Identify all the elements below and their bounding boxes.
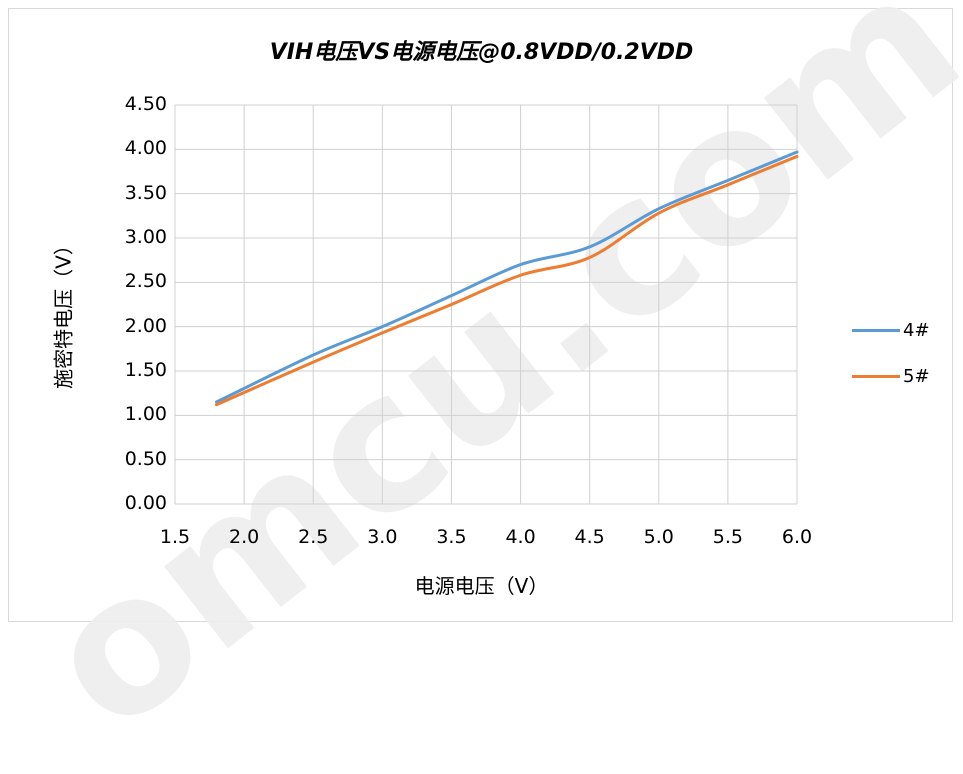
legend-item-4: 4# <box>852 318 930 342</box>
series-line-5 <box>214 154 799 407</box>
y-tick-label: 1.00 <box>124 403 167 426</box>
y-tick-label: 2.00 <box>124 314 167 337</box>
y-tick-label: 0.00 <box>124 492 167 514</box>
x-tick-label: 5.5 <box>712 526 743 548</box>
y-tick-label: 0.50 <box>124 447 167 470</box>
y-tick-label: 3.50 <box>124 181 167 204</box>
y-tick-label: 1.50 <box>124 359 167 381</box>
y-tick-label: 4.00 <box>124 137 167 160</box>
grid-lines <box>174 104 798 505</box>
series-lines <box>214 150 799 407</box>
chart-frame <box>8 8 953 622</box>
series-line-4 <box>214 150 799 404</box>
chart-title: VIH电压VS电源电压@0.8VDD/0.2VDD <box>269 40 694 65</box>
legend-label-4: 4# <box>903 319 930 341</box>
y-tick-label: 2.50 <box>124 270 167 293</box>
x-tick-label: 5.0 <box>643 526 674 548</box>
legend-item-5: 5# <box>852 364 930 388</box>
x-tick-label: 4.0 <box>505 526 536 548</box>
x-tick-label: 2.5 <box>298 526 329 548</box>
x-tick-label: 6.0 <box>781 526 813 548</box>
x-tick-label: 3.0 <box>367 526 398 548</box>
y-tick-label: 3.00 <box>124 226 167 248</box>
y-tick-label: 4.50 <box>124 93 167 115</box>
x-axis-label: 电源电压（V） <box>414 574 549 598</box>
legend-swatch-4 <box>852 328 900 332</box>
x-tick-label: 2.0 <box>229 526 260 548</box>
x-tick-label: 3.5 <box>436 526 467 548</box>
plot-area <box>174 104 799 505</box>
x-tick-label: 4.5 <box>574 526 605 548</box>
legend-swatch-5 <box>852 374 900 378</box>
legend-label-5: 5# <box>903 365 930 387</box>
x-tick-label: 1.5 <box>159 526 191 548</box>
legend: 4# 5# <box>852 318 930 410</box>
